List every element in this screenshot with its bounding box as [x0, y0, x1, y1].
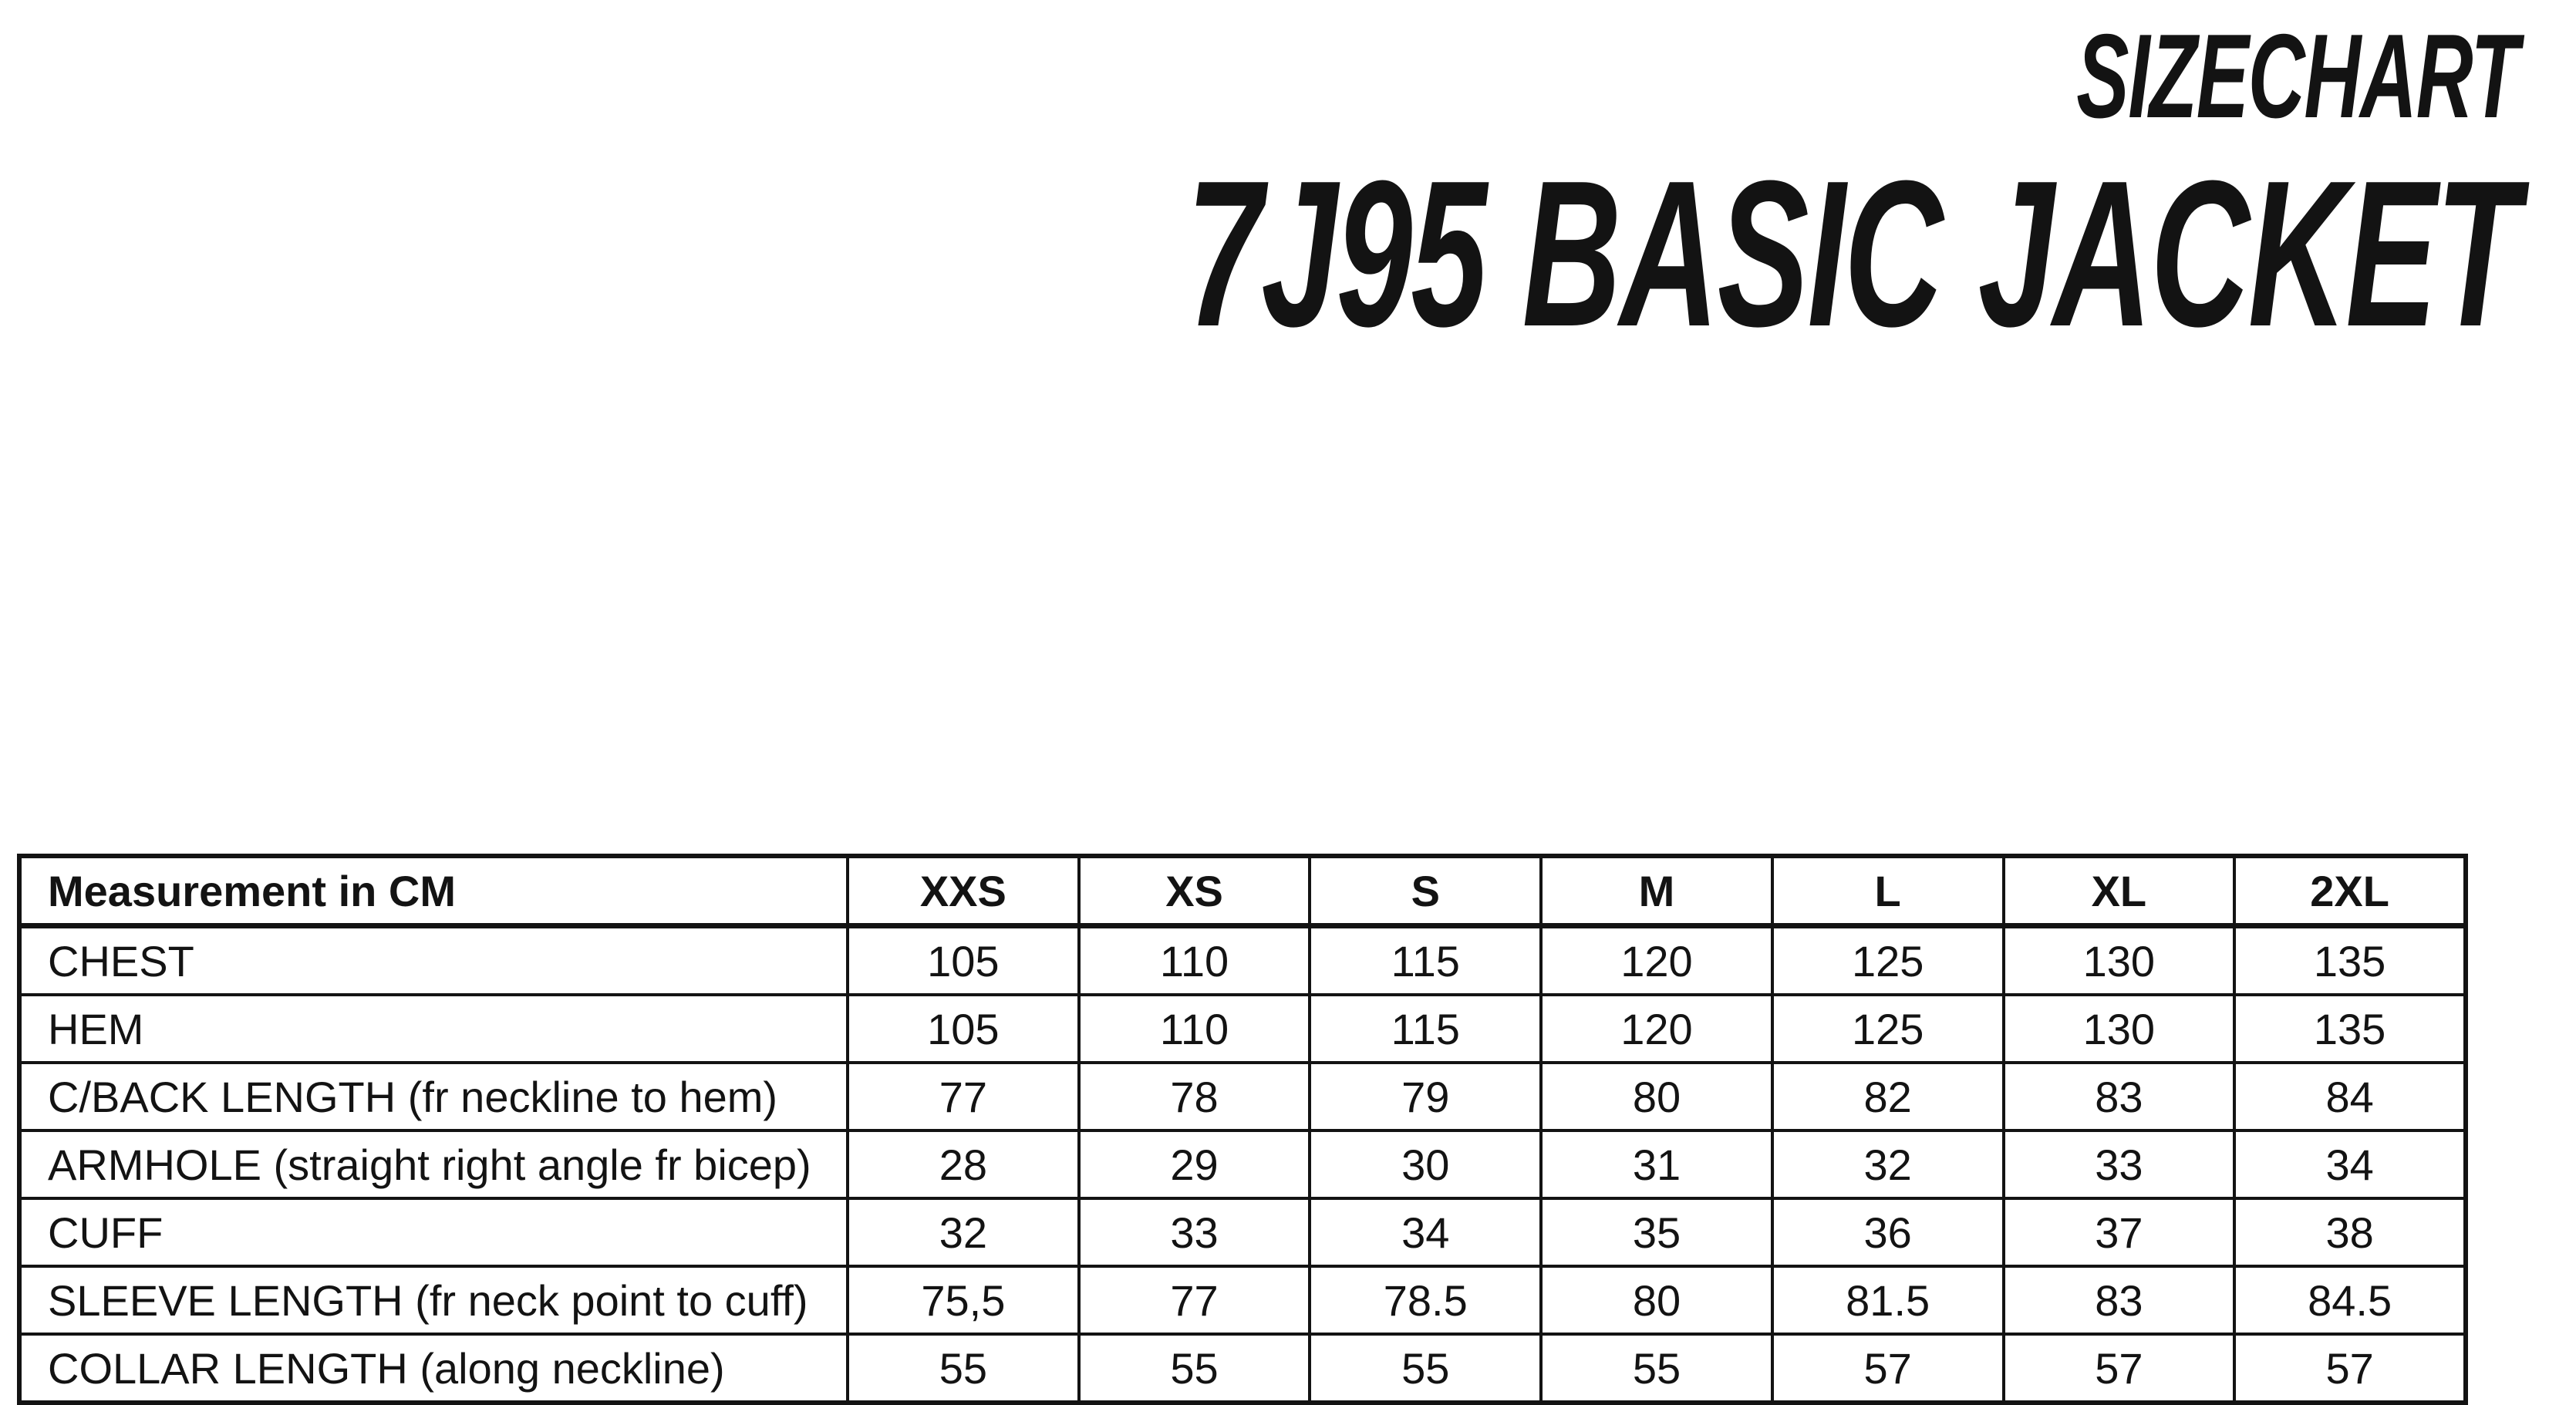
column-header-2xl: 2XL	[2233, 854, 2467, 928]
table-row-cback-length: C/BACK LENGTH (fr neckline to hem) 77 78…	[18, 1061, 2467, 1132]
row-label: CUFF	[18, 1197, 849, 1268]
table-cell: 80	[1539, 1061, 1774, 1132]
table-cell: 135	[2233, 993, 2467, 1064]
row-label: ARMHOLE (straight right angle fr bicep)	[18, 1129, 849, 1200]
table-cell: 125	[1770, 993, 2005, 1064]
table-cell: 110	[1077, 993, 1312, 1064]
table-cell: 29	[1077, 1129, 1312, 1200]
table-cell: 80	[1539, 1265, 1774, 1336]
table-row-sleeve-length: SLEEVE LENGTH (fr neck point to cuff) 75…	[18, 1265, 2467, 1336]
table-row-hem: HEM 105 110 115 120 125 130 135	[18, 993, 2467, 1064]
table-cell: 31	[1539, 1129, 1774, 1200]
table-cell: 78	[1077, 1061, 1312, 1132]
table-cell: 105	[846, 993, 1081, 1064]
table-cell: 77	[1077, 1265, 1312, 1336]
table-row-armhole: ARMHOLE (straight right angle fr bicep) …	[18, 1129, 2467, 1200]
table-row-chest: CHEST 105 110 115 120 125 130 135	[18, 924, 2467, 996]
table-cell: 115	[1308, 924, 1543, 996]
table-cell: 34	[1308, 1197, 1543, 1268]
column-header-xxs: XXS	[846, 854, 1081, 928]
table-cell: 78.5	[1308, 1265, 1543, 1336]
table-cell: 120	[1539, 993, 1774, 1064]
table-cell: 57	[2233, 1333, 2467, 1404]
column-header-m: M	[1539, 854, 1774, 928]
table-cell: 36	[1770, 1197, 2005, 1268]
table-cell: 105	[846, 924, 1081, 996]
table-cell: 37	[2001, 1197, 2237, 1268]
table-cell: 32	[846, 1197, 1081, 1268]
column-header-xs: XS	[1077, 854, 1312, 928]
doc-label: SIZECHART	[2076, 9, 2520, 143]
column-header-xl: XL	[2001, 854, 2237, 928]
table-cell: 83	[2001, 1265, 2237, 1336]
table-cell: 81.5	[1770, 1265, 2005, 1336]
table-header-row: Measurement in CM XXS XS S M L XL 2XL	[18, 854, 2467, 928]
table-cell: 110	[1077, 924, 1312, 996]
table-cell: 57	[2001, 1333, 2237, 1404]
table-cell: 115	[1308, 993, 1543, 1064]
table-cell: 83	[2001, 1061, 2237, 1132]
table-cell: 28	[846, 1129, 1081, 1200]
table-cell: 82	[1770, 1061, 2005, 1132]
table-cell: 34	[2233, 1129, 2467, 1200]
table-cell: 33	[1077, 1197, 1312, 1268]
table-cell: 125	[1770, 924, 2005, 996]
table-cell: 84.5	[2233, 1265, 2467, 1336]
column-header-measurement: Measurement in CM	[18, 854, 849, 928]
table-cell: 55	[1077, 1333, 1312, 1404]
table-cell: 57	[1770, 1333, 2005, 1404]
table-cell: 32	[1770, 1129, 2005, 1200]
table-cell: 130	[2001, 924, 2237, 996]
table-cell: 55	[1539, 1333, 1774, 1404]
table-cell: 30	[1308, 1129, 1543, 1200]
table-cell: 120	[1539, 924, 1774, 996]
table-cell: 84	[2233, 1061, 2467, 1132]
title-block: SIZECHART 7J95 BASIC JACKET	[501, 9, 2520, 370]
table-cell: 38	[2233, 1197, 2467, 1268]
table-cell: 35	[1539, 1197, 1774, 1268]
row-label: CHEST	[18, 924, 849, 996]
table-cell: 130	[2001, 993, 2237, 1064]
table-row-cuff: CUFF 32 33 34 35 36 37 38	[18, 1197, 2467, 1268]
size-chart-table: Measurement in CM XXS XS S M L XL 2XL CH…	[17, 854, 2468, 1405]
row-label: C/BACK LENGTH (fr neckline to hem)	[18, 1061, 849, 1132]
table-row-collar-length: COLLAR LENGTH (along neckline) 55 55 55 …	[18, 1333, 2467, 1404]
row-label: SLEEVE LENGTH (fr neck point to cuff)	[18, 1265, 849, 1336]
row-label: HEM	[18, 993, 849, 1064]
table-cell: 55	[846, 1333, 1081, 1404]
table-cell: 79	[1308, 1061, 1543, 1132]
table-cell: 135	[2233, 924, 2467, 996]
row-label: COLLAR LENGTH (along neckline)	[18, 1333, 849, 1404]
column-header-s: S	[1308, 854, 1543, 928]
table-cell: 33	[2001, 1129, 2237, 1200]
table-cell: 55	[1308, 1333, 1543, 1404]
column-header-l: L	[1770, 854, 2005, 928]
table-cell: 77	[846, 1061, 1081, 1132]
page-title: 7J95 BASIC JACKET	[1186, 138, 2520, 370]
table-cell: 75,5	[846, 1265, 1081, 1336]
